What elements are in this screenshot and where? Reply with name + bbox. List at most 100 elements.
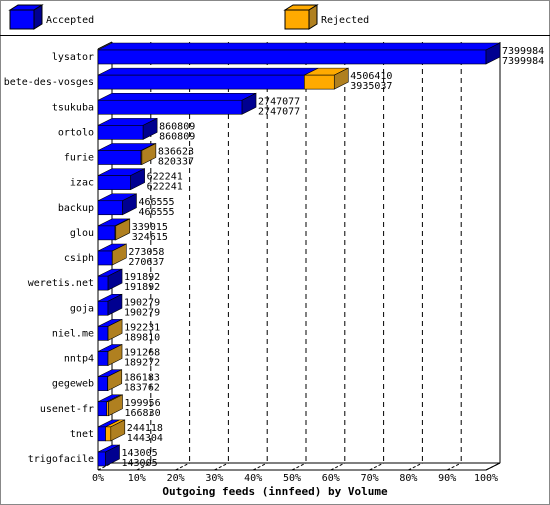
accepted-label: 270637 xyxy=(128,257,164,268)
category-label: usenet-fr xyxy=(40,404,94,415)
bar xyxy=(97,326,109,341)
total-label: 199956 xyxy=(124,398,160,409)
x-tick-label: 40% xyxy=(244,473,262,484)
category-label: csiph xyxy=(64,253,94,264)
tick-mark xyxy=(369,462,384,471)
total-label: 836623 xyxy=(158,147,194,158)
accepted-label: 143005 xyxy=(121,458,157,469)
category-label: bete-des-vosges xyxy=(4,77,94,88)
tick-mark xyxy=(291,462,307,471)
x-axis-title: Outgoing feeds (innfeed) by Volume xyxy=(162,485,388,498)
total-label: 622241 xyxy=(147,172,183,183)
x-tick-label: 100% xyxy=(474,473,498,484)
accepted-label: 7399984 xyxy=(502,56,544,67)
total-label: 7399984 xyxy=(502,46,544,57)
bar xyxy=(97,351,109,366)
bar-side xyxy=(105,444,120,467)
bar-side xyxy=(107,268,123,291)
bar xyxy=(97,125,144,140)
bar-top xyxy=(97,42,501,51)
legend-label: Rejected xyxy=(321,15,369,26)
bar-side xyxy=(112,243,127,266)
legend-swatch xyxy=(284,9,310,30)
bar-side xyxy=(142,117,158,140)
bar xyxy=(97,275,109,291)
bar xyxy=(97,74,305,90)
bar-side xyxy=(485,42,501,65)
tick-mark xyxy=(252,462,268,471)
total-label: 244118 xyxy=(127,423,163,434)
x-tick-label: 80% xyxy=(399,473,417,484)
total-label: 190279 xyxy=(124,297,160,308)
tick-mark xyxy=(446,462,462,471)
bar xyxy=(97,99,243,115)
bar xyxy=(97,250,113,266)
tick-mark xyxy=(485,462,501,471)
category-label: izac xyxy=(70,178,94,189)
total-label: 339015 xyxy=(132,222,168,233)
category-label: trigofacile xyxy=(28,454,94,465)
category-label: furie xyxy=(64,153,94,164)
bar xyxy=(97,401,108,417)
category-label: gegeweb xyxy=(52,379,94,390)
x-tick-label: 60% xyxy=(322,473,340,484)
accepted-label: 166830 xyxy=(124,408,160,419)
top-edge xyxy=(97,41,113,50)
x-tick-label: 30% xyxy=(205,473,223,484)
accepted-label: 191892 xyxy=(124,282,160,293)
total-label: 273058 xyxy=(128,247,164,258)
x-tick-label: 20% xyxy=(167,473,185,484)
accepted-label: 2747077 xyxy=(258,106,300,117)
accepted-label: 190279 xyxy=(124,307,160,318)
bar xyxy=(97,300,109,316)
bar-side xyxy=(130,168,145,191)
total-label: 860809 xyxy=(159,121,195,132)
x-tick-label: 0% xyxy=(92,473,104,484)
bar-side xyxy=(108,394,123,417)
category-label: niel.me xyxy=(52,328,94,339)
x-tick-label: 50% xyxy=(283,473,301,484)
bar-side xyxy=(107,293,123,316)
bar-side xyxy=(107,369,123,392)
tick-mark xyxy=(330,462,346,471)
tick-mark xyxy=(214,462,229,471)
x-tick-label: 10% xyxy=(128,473,146,484)
accepted-label: 144304 xyxy=(127,433,163,444)
category-label: ortolo xyxy=(58,127,94,138)
total-label: 2747077 xyxy=(258,96,300,107)
category-label: lysator xyxy=(52,52,94,63)
bar-top xyxy=(97,92,257,101)
category-label: tnet xyxy=(70,429,94,440)
accepted-label: 622241 xyxy=(147,182,183,193)
total-label: 191892 xyxy=(124,272,160,283)
bar xyxy=(97,376,108,391)
bar-side xyxy=(107,344,123,366)
legend-label: Accepted xyxy=(46,15,94,26)
bar-side xyxy=(333,67,349,90)
x-tick-label: 90% xyxy=(438,473,456,484)
x-tick-label: 70% xyxy=(361,473,379,484)
category-label: goja xyxy=(70,303,94,314)
accepted-label: 189272 xyxy=(124,358,160,369)
bar xyxy=(97,150,142,165)
total-label: 4506410 xyxy=(350,71,392,82)
bar-side xyxy=(115,218,131,241)
bar xyxy=(304,74,335,90)
category-label: tsukuba xyxy=(52,102,94,113)
total-label: 186183 xyxy=(124,373,160,384)
bar xyxy=(97,200,123,216)
bar-top xyxy=(97,67,319,76)
accepted-label: 189810 xyxy=(124,332,160,343)
category-label: nntp4 xyxy=(64,354,94,365)
category-label: glou xyxy=(70,228,94,239)
accepted-label: 820337 xyxy=(158,157,194,168)
bar-side xyxy=(107,318,123,341)
bar xyxy=(97,451,106,467)
accepted-label: 860809 xyxy=(159,131,195,142)
bar xyxy=(97,175,131,190)
accepted-label: 3935037 xyxy=(350,81,392,92)
tick-mark xyxy=(97,462,113,471)
category-label: backup xyxy=(58,203,94,214)
tick-mark xyxy=(175,462,190,471)
